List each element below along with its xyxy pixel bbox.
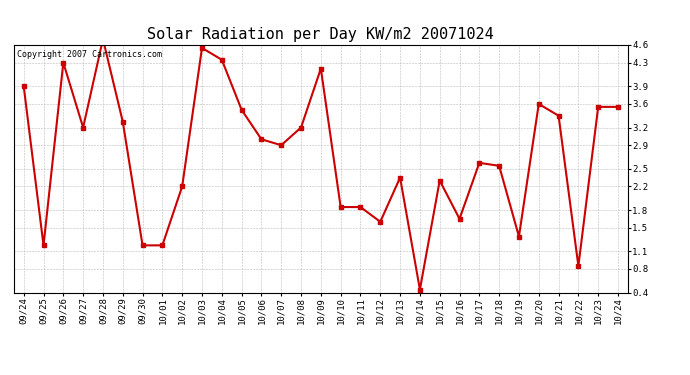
Text: Copyright 2007 Cartronics.com: Copyright 2007 Cartronics.com <box>17 50 162 59</box>
Title: Solar Radiation per Day KW/m2 20071024: Solar Radiation per Day KW/m2 20071024 <box>148 27 494 42</box>
